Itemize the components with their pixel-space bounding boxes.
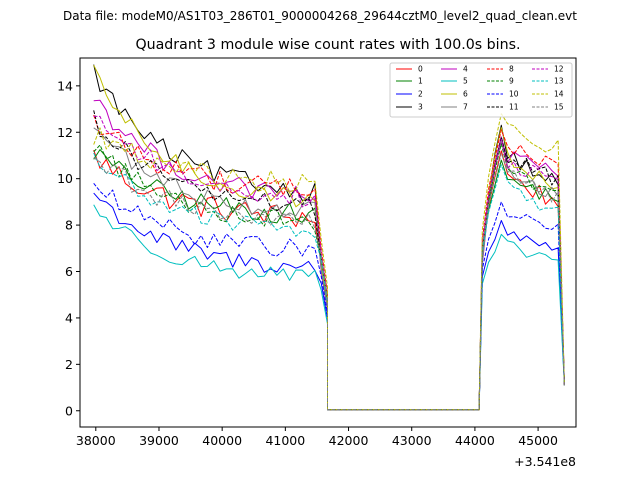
series-line-4	[93, 99, 565, 411]
y-tick-label: 2	[65, 357, 73, 372]
legend-label-2: 2	[418, 90, 423, 99]
x-tick-label: 43000	[392, 433, 432, 448]
suptitle: Data file: modeM0/AS1T03_286T01_90000042…	[63, 9, 577, 23]
series-layer	[93, 64, 565, 411]
legend-label-3: 3	[418, 103, 423, 112]
series-line-11	[93, 110, 565, 411]
series-line-13	[93, 152, 565, 411]
series-line-5	[93, 204, 565, 411]
legend-label-15: 15	[554, 103, 564, 112]
x-tick-label: 44000	[455, 433, 495, 448]
series-line-15	[93, 152, 565, 411]
x-tick-label: 42000	[329, 433, 369, 448]
series-line-8	[93, 114, 565, 411]
series-line-0	[93, 149, 565, 411]
series-line-9	[93, 143, 565, 411]
series-line-10	[93, 182, 565, 411]
series-line-14	[93, 113, 565, 411]
y-tick-label: 14	[57, 78, 73, 93]
y-axis-ticks: 0 2 4 6 8 10 12 14	[57, 78, 80, 418]
series-line-2	[93, 192, 565, 411]
legend-label-5: 5	[463, 77, 468, 86]
chart-title: Quadrant 3 module wise count rates with …	[135, 37, 520, 53]
series-line-12	[93, 115, 565, 411]
legend-label-10: 10	[509, 90, 519, 99]
legend-label-7: 7	[463, 103, 468, 112]
x-axis-offset-label: +3.541e8	[514, 454, 576, 469]
legend-label-0: 0	[418, 65, 423, 74]
x-tick-label: 38000	[76, 433, 116, 448]
y-tick-label: 10	[57, 171, 73, 186]
y-tick-label: 6	[65, 264, 73, 279]
x-tick-label: 41000	[265, 433, 305, 448]
x-tick-label: 39000	[139, 433, 179, 448]
legend-label-14: 14	[554, 90, 564, 99]
legend-label-13: 13	[554, 77, 564, 86]
series-line-6	[93, 64, 565, 411]
x-axis-ticks: 38000 39000 40000 41000 42000 43000 44000 45000	[76, 427, 558, 448]
x-tick-label: 40000	[202, 433, 242, 448]
y-tick-label: 12	[57, 125, 73, 140]
legend-frame	[389, 62, 573, 118]
y-tick-label: 0	[65, 403, 73, 418]
legend-label-6: 6	[463, 90, 468, 99]
legend-label-4: 4	[463, 65, 468, 74]
legend-label-11: 11	[509, 103, 519, 112]
x-tick-label: 45000	[518, 433, 558, 448]
legend-label-8: 8	[509, 65, 514, 74]
legend-label-12: 12	[554, 65, 564, 74]
axes-frame	[79, 57, 577, 428]
legend-label-9: 9	[509, 77, 514, 86]
y-tick-label: 8	[65, 218, 73, 233]
y-tick-label: 4	[65, 310, 73, 325]
legend-label-1: 1	[418, 77, 423, 86]
